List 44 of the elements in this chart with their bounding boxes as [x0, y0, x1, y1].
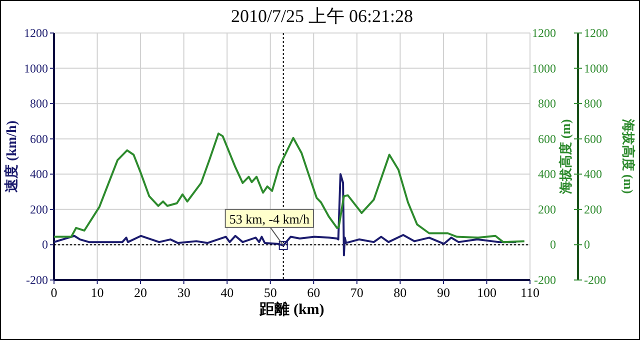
x-tick-label: 100 [476, 285, 496, 300]
y-tick-label: 200 [30, 202, 48, 216]
y3-tick-label: 600 [584, 132, 602, 146]
y-tick-label: 800 [30, 96, 48, 111]
y3-tick-label: 1000 [584, 61, 608, 76]
line-series [53, 132, 526, 244]
y2-tick-label: 600 [538, 132, 556, 146]
y3-axis-title: 海拔高度 (m) [621, 118, 636, 194]
y2-tick-label: 200 [538, 202, 556, 216]
y3-tick-label: 800 [584, 96, 602, 111]
y-tick-label: 0 [42, 238, 48, 252]
x-tick-label: 110 [520, 285, 540, 300]
y2-tick-label: 1000 [532, 61, 556, 76]
x-tick-label: 10 [90, 285, 104, 300]
x-tick-label: 40 [220, 285, 234, 300]
y2-tick-label: 0 [550, 238, 556, 252]
y-tick-label: 600 [30, 132, 48, 146]
x-tick-label: 60 [307, 285, 320, 300]
y3-tick-label: 0 [584, 238, 590, 252]
x-tick-label: 50 [264, 285, 277, 300]
chart-title: 2010/7/25 上午 06:21:28 [230, 6, 414, 26]
x-tick-label: 30 [177, 285, 190, 300]
x-tick-label: 80 [394, 285, 407, 300]
y2-tick-label: 800 [538, 96, 556, 111]
y2-tick-label: 400 [538, 167, 556, 182]
y-tick-label: 1200 [24, 26, 48, 40]
y3-tick-label: 200 [584, 202, 602, 216]
x-tick-label: 20 [134, 285, 148, 300]
y2-axis-title: 海拔高度 (m) [558, 119, 573, 195]
line-series [53, 173, 518, 256]
x-tick-label: 0 [50, 285, 58, 300]
x-tick-label: 90 [436, 285, 450, 300]
y3-tick-label: 1200 [584, 26, 608, 40]
y2-tick-label: -200 [534, 273, 556, 287]
y-axis-title: 速度 (km/h) [3, 120, 20, 194]
y2-tick-label: 1200 [532, 26, 556, 40]
y-tick-label: 1000 [24, 61, 48, 76]
y3-tick-label: 400 [584, 167, 602, 182]
x-tick-label: 70 [350, 285, 364, 300]
y-tick-label: -200 [26, 273, 48, 287]
x-axis-title: 距離 (km) [258, 301, 324, 318]
annotation: 53 km, -4 km/h [229, 211, 310, 226]
y3-tick-label: -200 [584, 273, 606, 287]
y-tick-label: 400 [30, 167, 48, 182]
